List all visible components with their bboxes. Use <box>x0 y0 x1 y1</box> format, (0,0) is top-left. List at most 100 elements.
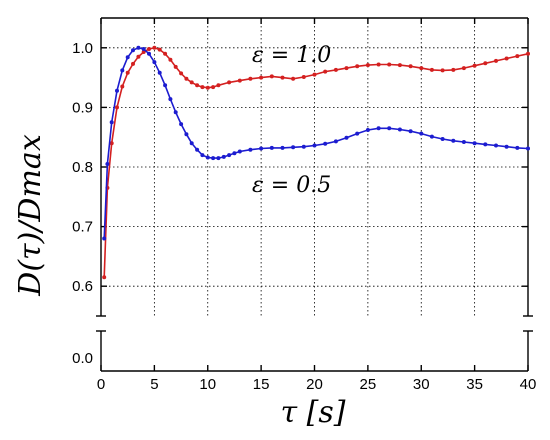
data-point <box>227 153 232 158</box>
data-point <box>408 64 413 69</box>
data-point <box>189 80 194 85</box>
x-tick-label-0: 0 <box>97 376 105 393</box>
data-point <box>280 75 285 80</box>
data-point <box>152 60 157 65</box>
data-point <box>387 62 392 67</box>
series-label-eps-1: ε = 1.0 <box>252 43 331 68</box>
y-tick-label-lower-0.0: 0.0 <box>72 350 93 367</box>
data-point <box>397 63 402 68</box>
data-point <box>429 67 434 72</box>
data-point <box>221 154 226 159</box>
data-point <box>526 146 530 151</box>
data-point <box>387 126 392 131</box>
data-point <box>157 47 162 52</box>
y-tick-label-0.9: 0.9 <box>72 99 93 116</box>
data-point <box>269 145 274 150</box>
grid <box>101 18 528 316</box>
data-point <box>109 120 114 125</box>
data-point <box>291 76 296 81</box>
data-point <box>291 145 296 150</box>
data-point <box>237 149 242 154</box>
data-point <box>211 85 216 90</box>
data-point <box>141 47 146 51</box>
data-point <box>301 75 306 79</box>
data-point <box>344 66 349 71</box>
data-point <box>461 140 466 144</box>
data-point <box>504 56 509 61</box>
data-point <box>472 63 477 68</box>
data-point <box>440 137 445 141</box>
data-point <box>168 97 173 102</box>
data-point <box>200 153 205 158</box>
data-point <box>216 83 221 88</box>
series-1 <box>102 45 530 241</box>
data-point <box>168 57 173 62</box>
x-tick-label-25: 25 <box>360 376 377 393</box>
data-point <box>333 139 338 144</box>
data-point <box>451 138 456 143</box>
data-point <box>429 134 434 139</box>
data-point <box>195 83 200 88</box>
data-point <box>115 105 119 110</box>
data-point <box>472 141 477 146</box>
y-tick-label-1.0: 1.0 <box>72 40 93 57</box>
data-point <box>483 61 488 66</box>
data-point <box>494 58 498 63</box>
data-point <box>211 156 216 161</box>
data-point <box>184 132 189 137</box>
data-point <box>408 129 413 134</box>
data-point <box>189 141 194 146</box>
data-point <box>280 145 285 150</box>
data-point <box>141 50 146 54</box>
data-point <box>376 126 381 131</box>
data-point <box>216 156 221 161</box>
data-point <box>397 127 402 132</box>
data-point <box>526 51 530 56</box>
data-point <box>355 131 360 136</box>
data-point <box>376 62 381 67</box>
data-point <box>515 145 520 150</box>
data-point <box>312 72 317 77</box>
data-point <box>179 122 184 127</box>
data-point <box>163 51 168 56</box>
data-point <box>483 142 488 147</box>
data-point <box>147 51 151 56</box>
x-tick-label-35: 35 <box>466 376 483 393</box>
data-point <box>200 85 205 90</box>
data-point <box>515 54 520 59</box>
data-point <box>125 70 130 75</box>
data-point <box>344 135 349 140</box>
data-point <box>269 74 274 79</box>
data-point <box>136 54 141 59</box>
data-point <box>333 67 338 72</box>
y-tick-label-0.8: 0.8 <box>72 159 93 176</box>
data-point <box>173 110 178 115</box>
data-point <box>102 275 107 280</box>
data-point <box>163 83 168 88</box>
y-axis-title: D(τ)/Dmax <box>13 134 48 297</box>
data-point <box>248 76 253 81</box>
x-tick-label-15: 15 <box>253 376 270 393</box>
data-point <box>419 131 424 136</box>
data-point <box>237 78 242 83</box>
x-tick-label-5: 5 <box>150 376 158 393</box>
x-axis-title: τ [s] <box>281 395 346 430</box>
data-point <box>120 84 125 89</box>
data-point <box>365 128 370 132</box>
data-point <box>131 61 135 66</box>
data-point <box>147 47 151 51</box>
data-point <box>173 64 178 69</box>
data-point <box>136 45 141 50</box>
series-layer <box>102 45 530 280</box>
data-point <box>355 64 360 69</box>
data-point <box>312 143 317 148</box>
data-point <box>227 80 232 85</box>
y-tick-label-0.7: 0.7 <box>72 219 93 236</box>
data-point <box>105 162 110 166</box>
x-tick-label-30: 30 <box>413 376 430 393</box>
data-point <box>102 236 107 241</box>
data-point <box>195 147 200 152</box>
data-point <box>419 66 424 71</box>
data-point <box>109 141 114 146</box>
